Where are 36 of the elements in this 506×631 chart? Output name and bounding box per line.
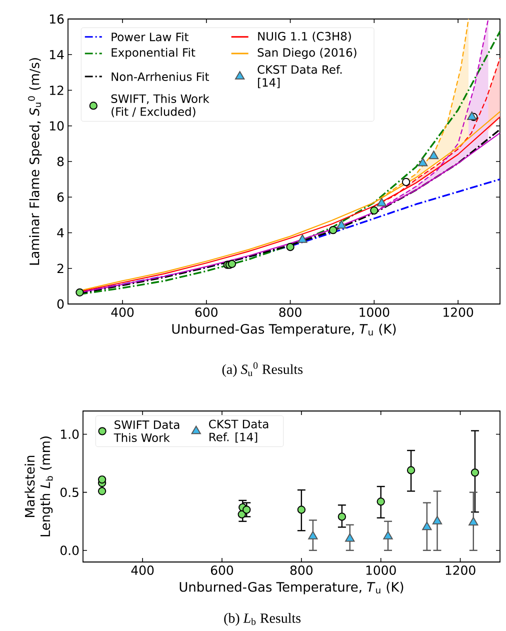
x-tick-label: 1000 [366, 566, 396, 575]
y-tick-label: 6 [57, 192, 64, 202]
y-tick-label: 0.5 [60, 488, 78, 498]
y-tick-label: 0 [57, 299, 64, 309]
legend-label: CKST Data Ref. [14] [209, 420, 268, 443]
x-tick-label: 800 [290, 566, 312, 575]
legend-label: SWIFT Data This Work [114, 420, 180, 442]
legend-label: SWIFT, This Work (Fit / Excluded) [111, 94, 210, 118]
text: (a) S$_{u}$$^{0}$ Results [222, 362, 303, 377]
y-tick-label: 16 [50, 14, 64, 24]
y-tick-label: 4 [57, 228, 64, 238]
y-axis-title: Laminar Flame Speed, S$_{u}$$^{0}$ (m/s) [28, 58, 42, 265]
x-tick-label: 400 [131, 566, 154, 575]
x-tick-label: 1200 [444, 308, 474, 317]
x-axis-title: Unburned-Gas Temperature, T$_{u}$ (K) [180, 582, 404, 594]
y-tick-label: 2 [57, 264, 64, 273]
x-tick-label: 600 [195, 308, 218, 317]
x-tick-label: 800 [279, 308, 302, 317]
legend-label: San Diego (2016) [258, 48, 356, 59]
x-tick-label: 1000 [360, 308, 390, 317]
x-axis-title: Unburned-Gas Temperature, T$_{u}$ (K) [172, 324, 396, 336]
x-tick-label: 600 [210, 566, 234, 575]
legend-label: Exponential Fit [112, 48, 196, 59]
legend-label: CKST Data Ref. [14] [258, 64, 342, 88]
y-tick-label: 1.0 [61, 430, 79, 439]
y-tick-label: 0.0 [60, 546, 79, 556]
legend-label: Power Law Fit [112, 32, 188, 42]
y-tick-label: 10 [50, 121, 64, 131]
x-tick-label: 1200 [446, 566, 476, 575]
y-tick-label: 14 [50, 50, 64, 60]
legend-label: NUIG 1.1 (C3H8) [258, 32, 351, 42]
y-tick-label: 12 [50, 86, 64, 95]
text: (b) L$_{b}$ Results [224, 613, 301, 626]
x-tick-label: 400 [111, 308, 134, 317]
y-tick-label: 8 [57, 156, 64, 166]
legend-label: Non-Arrhenius Fit [112, 72, 209, 81]
